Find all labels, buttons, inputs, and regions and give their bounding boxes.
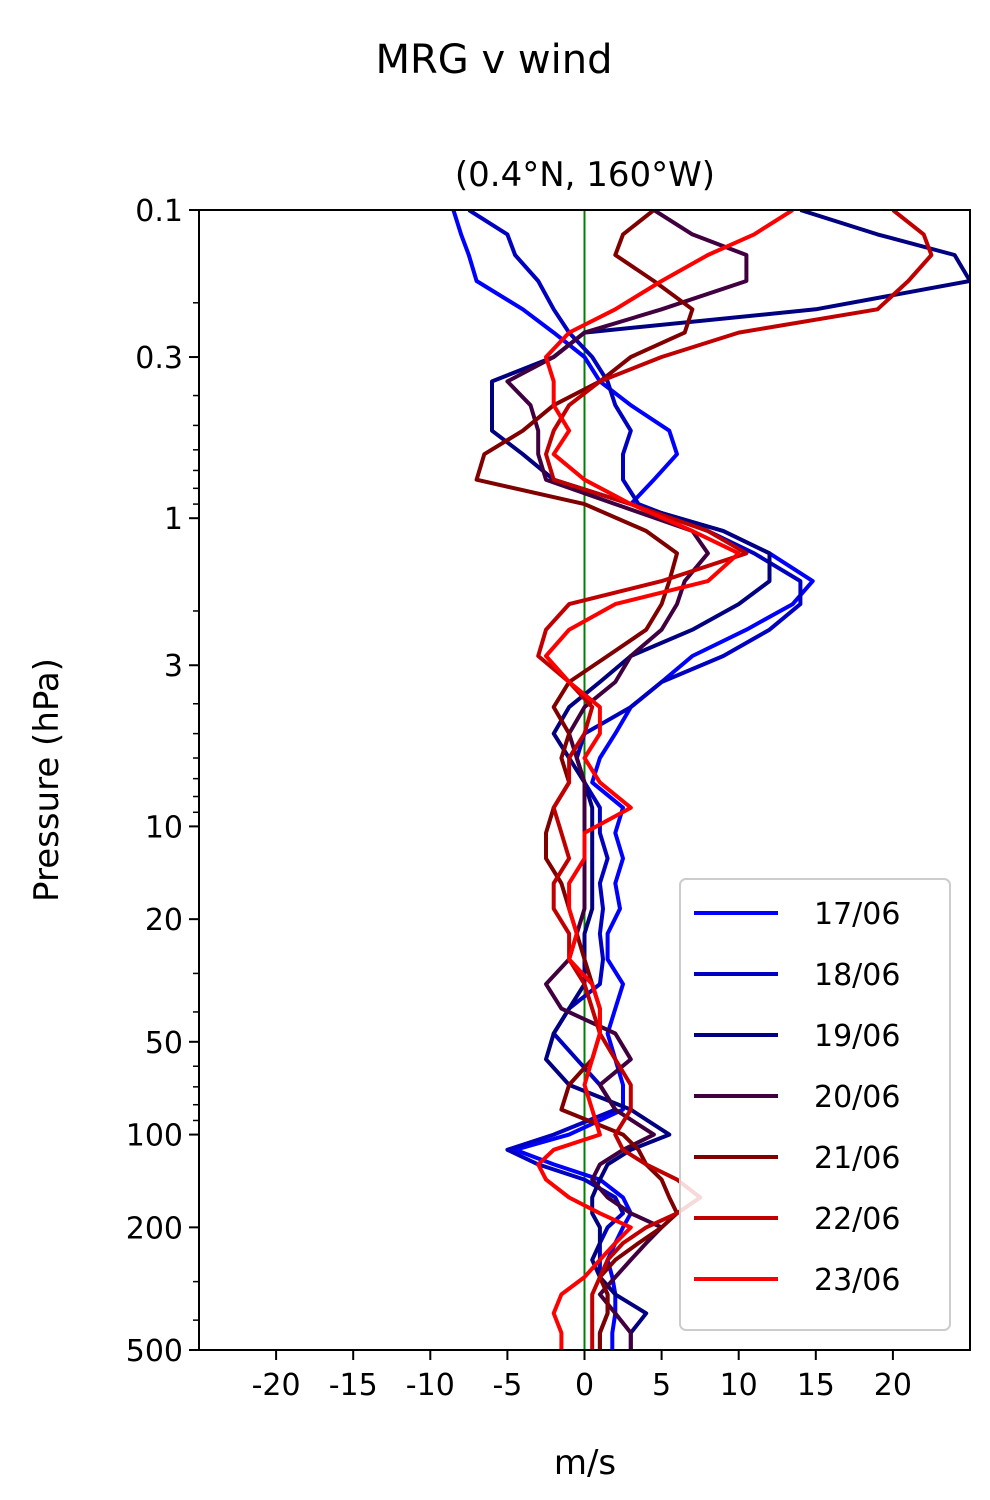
x-tick-label: 15: [797, 1368, 835, 1403]
y-tick-label: 0.1: [135, 194, 183, 229]
legend-label: 21/06: [814, 1141, 900, 1176]
x-tick-label: -10: [406, 1368, 455, 1403]
y-tick-label: 200: [126, 1211, 183, 1246]
x-tick-label: -20: [252, 1368, 301, 1403]
x-tick-label: 20: [874, 1368, 912, 1403]
y-tick-label: 50: [145, 1026, 183, 1061]
x-axis-label: m/s: [554, 1443, 616, 1483]
ticks-group: -20 -15 -10 -5 0 5 10 15 20 0.1 0.3 1 3 10 20 50 100 200 5…: [126, 194, 912, 1403]
legend-label: 18/06: [814, 958, 900, 993]
x-tick-label: 5: [652, 1368, 671, 1403]
series-line-17-06: [451, 210, 815, 1350]
y-tick-label: 10: [145, 810, 183, 845]
chart-suptitle: MRG v wind: [376, 37, 613, 83]
x-tick-label: 10: [720, 1368, 758, 1403]
plot-frame: [198, 209, 971, 1351]
legend-label: 23/06: [814, 1263, 900, 1298]
y-tick-label: 0.3: [135, 341, 183, 376]
series-group: [451, 210, 970, 1350]
y-tick-label: 1: [164, 502, 183, 537]
legend-label: 19/06: [814, 1019, 900, 1054]
chart-title: (0.4°N, 160°W): [455, 155, 715, 195]
x-tick-label: 0: [575, 1368, 594, 1403]
legend-label: 20/06: [814, 1080, 900, 1115]
y-axis-label: Pressure (hPa): [27, 658, 67, 902]
legend: 17/06 18/06 19/06 20/06 21/06 22/06 23/06: [679, 878, 951, 1331]
y-tick-label: 20: [145, 903, 183, 938]
x-tick-label: -5: [492, 1368, 522, 1403]
legend-label: 22/06: [814, 1202, 900, 1237]
legend-label: 17/06: [814, 897, 900, 932]
series-line-23-06: [536, 210, 794, 1350]
y-tick-label: 3: [164, 649, 183, 684]
x-tick-label: -15: [329, 1368, 378, 1403]
y-tick-label: 500: [126, 1334, 183, 1369]
series-line-21-06: [474, 210, 695, 1350]
y-tick-label: 100: [126, 1119, 183, 1154]
